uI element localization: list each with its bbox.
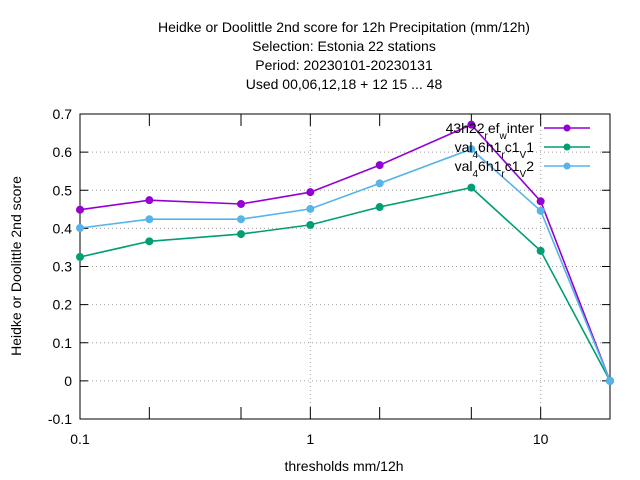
y-tick-label: 0: [64, 373, 72, 389]
series-line-1: [79, 123, 611, 382]
legend-label-part: 6h1: [478, 139, 502, 155]
legend-marker-2: [563, 143, 571, 151]
series-1-point: [467, 120, 476, 129]
series-1-point: [536, 197, 545, 206]
series-1-point: [76, 205, 84, 214]
legend-label-2: val46h1rc1V1: [455, 139, 535, 161]
series-1-point: [375, 161, 384, 170]
series-1-point: [145, 196, 154, 205]
legend-label-part: c1: [505, 139, 520, 155]
series-3-point: [375, 179, 384, 188]
legend-label-part: w: [499, 131, 508, 142]
series-2-point: [467, 183, 476, 192]
legend-label-part: 2: [526, 158, 534, 174]
legend-label-3: val46h1rc1V2: [455, 158, 535, 180]
axes: -0.1 0 0.1 0.2 0.3 0.4 0.5 0.6 0.7 0.1 1 10: [48, 106, 611, 447]
legend-label-part: val: [455, 139, 473, 155]
series-lines: [76, 120, 614, 385]
legend-label-part: ef: [488, 120, 500, 136]
series-2-point: [375, 203, 384, 212]
legend-label-part: r: [501, 169, 505, 180]
y-tick-label: 0.2: [53, 297, 73, 313]
x-tick-label: 1: [306, 431, 314, 447]
series-3-point: [536, 206, 545, 215]
legend-label-part: 4: [472, 150, 478, 161]
legend-label-part: r: [501, 150, 505, 161]
series-2-point: [306, 220, 315, 229]
series-3-point: [236, 215, 245, 224]
legend-label-part: V: [520, 169, 527, 180]
legend-label-part: r: [485, 131, 489, 142]
legend-label-part: inter: [507, 120, 535, 136]
y-tick-label: 0.5: [53, 182, 73, 198]
legend-label-part: 6h1: [478, 158, 502, 174]
x-axis-label: thresholds mm/12h: [284, 458, 403, 474]
legend-label-part: c1: [505, 158, 520, 174]
y-tick-label: 0.4: [53, 220, 73, 236]
series-3-point: [306, 204, 315, 213]
series-2-point: [145, 237, 154, 246]
series-line-3: [79, 148, 611, 382]
series-line-2: [79, 186, 611, 382]
grid: [80, 114, 610, 419]
series-3-point: [467, 145, 476, 154]
legend-label-part: val: [455, 158, 473, 174]
y-tick-label: 0.3: [53, 259, 73, 275]
y-axis-label: Heidke or Doolittle 2nd score: [8, 176, 24, 356]
chart-title-line-2: Selection: Estonia 22 stations: [252, 38, 436, 54]
chart-title: Heidke or Doolittle 2nd score for 12h Pr…: [158, 19, 530, 92]
series-1-point: [306, 188, 315, 197]
x-tick-label: 0.1: [70, 431, 90, 447]
series-2-point: [236, 230, 245, 239]
chart-title-line-3: Period: 20230101-20230131: [255, 57, 433, 73]
y-tick-label: -0.1: [48, 411, 72, 427]
series-2-point: [536, 246, 545, 255]
legend-marker-3: [563, 162, 571, 170]
series-3-point: [76, 223, 84, 232]
series-3-point: [145, 215, 154, 224]
legend-label-part: 1: [526, 139, 534, 155]
series-3-point: [606, 376, 614, 385]
chart-title-line-1: Heidke or Doolittle 2nd score for 12h Pr…: [158, 19, 530, 35]
legend-label-part: 4: [472, 169, 478, 180]
y-tick-label: 0.6: [53, 144, 73, 160]
series-1-point: [236, 199, 245, 208]
y-tick-label: 0.1: [53, 335, 73, 351]
series-2-point: [76, 252, 84, 261]
chart-title-line-4: Used 00,06,12,18 + 12 15 ... 48: [246, 76, 443, 92]
y-tick-label: 0.7: [53, 106, 73, 122]
legend-label-part: 43h22: [446, 120, 485, 136]
legend-label-1: 43h22refwinter: [446, 120, 535, 142]
legend-marker-1: [563, 124, 571, 132]
legend-label-part: V: [520, 150, 527, 161]
x-tick-label: 10: [533, 431, 549, 447]
plot-frame: [79, 113, 611, 420]
